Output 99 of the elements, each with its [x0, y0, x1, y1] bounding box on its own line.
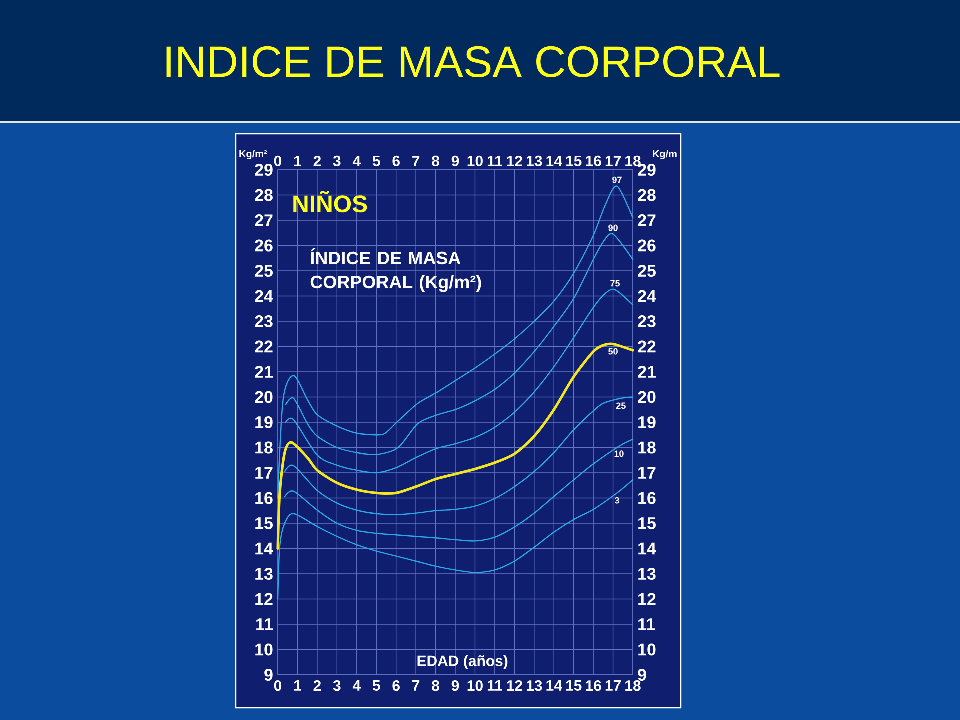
text: NIÑOS: [294, 191, 368, 213]
x-tick-label: 7: [412, 156, 420, 166]
y2-tick-label: 26: [638, 240, 656, 252]
y2-tick-label: 28: [638, 189, 656, 202]
series-label: 90: [608, 224, 618, 232]
x-tick-label: 18: [626, 156, 641, 166]
y-tick-label: 10: [256, 644, 273, 656]
y-tick-label: 14: [256, 542, 274, 555]
y2-tick-label: 10: [638, 644, 656, 656]
y-tick-label: 13: [256, 568, 273, 580]
series-label: 10: [614, 450, 624, 458]
x-tick-label: 15: [566, 156, 582, 166]
y2-tick-label: 22: [638, 340, 656, 353]
x-tick-label: 10: [468, 156, 483, 166]
y-tick-label: 17: [256, 467, 273, 479]
y2-tick-label: 27: [638, 214, 656, 226]
y2-tick-label: 15: [638, 518, 656, 530]
x-tick-label: 14: [546, 156, 562, 166]
x2-tick-label: 10: [468, 680, 483, 692]
x2-tick-label: 0: [274, 680, 282, 692]
y2-tick-label: 20: [638, 391, 656, 404]
y2-tick-label: 29: [638, 164, 656, 176]
x2-tick-label: 2: [314, 680, 322, 692]
y-tick-label: 18: [256, 442, 273, 454]
y-tick-label: 15: [256, 518, 273, 530]
y-tick-label: 25: [255, 264, 273, 278]
x2-tick-label: 16: [586, 680, 602, 692]
line-series: [277, 479, 634, 600]
chart-title: INDICE DE MASA CORPORAL: [166, 46, 780, 78]
series-label: 50: [608, 348, 618, 355]
x-tick-label: 5: [372, 156, 380, 166]
y-tick-label: 22: [255, 340, 273, 353]
y2-axis-title: Kg/m: [653, 150, 677, 160]
y-tick-label: 11: [256, 618, 274, 630]
x2-tick-label: 6: [392, 680, 400, 692]
line-series: [284, 438, 634, 542]
y2-tick-label: 25: [638, 264, 656, 278]
x-tick-label: 0: [274, 156, 282, 166]
y-tick-label: 28: [255, 189, 273, 202]
x2-tick-label: 13: [526, 680, 542, 692]
x2-tick-label: 11: [488, 680, 502, 691]
y2-tick-label: 16: [638, 492, 656, 504]
y-tick-label: 27: [255, 214, 273, 226]
y-tick-label: 23: [255, 315, 273, 328]
x2-tick-label: 9: [452, 680, 460, 692]
y2-tick-label: 13: [638, 568, 656, 580]
x-tick-label: 1: [294, 156, 302, 166]
x-axis-title: EDAD (años): [418, 655, 508, 670]
x2-tick-label: 18: [626, 680, 641, 692]
y-tick-label: 26: [255, 240, 273, 252]
y-tick-label: 21: [255, 366, 273, 378]
y2-tick-label: 23: [638, 315, 656, 328]
x-tick-label: 8: [432, 156, 440, 166]
y2-tick-label: 9: [638, 668, 646, 682]
y2-tick-label: 14: [638, 542, 656, 555]
y2-tick-label: 24: [638, 290, 656, 302]
x-tick-label: 13: [526, 156, 542, 166]
series-label: 97: [612, 176, 622, 184]
x2-tick-label: 14: [546, 680, 562, 691]
x-tick-label: 16: [586, 156, 602, 166]
x-tick-label: 2: [314, 156, 322, 166]
x2-tick-label: 3: [333, 680, 341, 692]
annotation: ÍNDICE DE MASA CORPORAL (Kg/m²): [310, 248, 482, 292]
y-tick-label: 12: [256, 593, 273, 606]
y-tick-label: 20: [255, 391, 273, 404]
y2-tick-label: 18: [638, 442, 656, 454]
x-tick-label: 17: [606, 156, 621, 166]
y-tick-label: 16: [256, 492, 273, 504]
y2-tick-label: 21: [638, 366, 656, 378]
x2-tick-label: 17: [606, 680, 621, 691]
y-tick-label: 24: [255, 290, 274, 302]
x-tick-label: 9: [452, 156, 460, 166]
x2-tick-label: 12: [507, 680, 522, 692]
x-tick-label: 12: [507, 156, 522, 166]
y2-tick-label: 19: [638, 416, 656, 429]
series-label: 3: [614, 497, 620, 504]
line-series: [284, 396, 634, 516]
y-tick-label: 19: [256, 416, 273, 429]
y-tick-label: 9: [264, 668, 273, 682]
y2-tick-label: 17: [638, 467, 656, 479]
x2-tick-label: 7: [412, 680, 420, 691]
x2-tick-label: 15: [566, 680, 582, 691]
x2-tick-label: 4: [352, 680, 361, 691]
series-label: 25: [616, 402, 626, 410]
line-series: [276, 342, 634, 550]
x2-tick-label: 5: [372, 680, 380, 691]
y-axis-title: Kg/m²: [240, 150, 268, 160]
line-series: [277, 186, 634, 499]
x-tick-label: 4: [352, 156, 361, 166]
y2-tick-label: 11: [638, 618, 656, 630]
y2-tick-label: 12: [638, 593, 656, 606]
series-label: 75: [610, 280, 620, 287]
x-tick-label: 3: [333, 156, 341, 166]
line-series: [285, 234, 634, 456]
x2-tick-label: 8: [432, 680, 440, 692]
y-tick-label: 29: [255, 164, 273, 176]
x-tick-label: 6: [392, 156, 400, 166]
x-tick-label: 11: [488, 156, 502, 166]
x2-tick-label: 1: [294, 680, 302, 691]
